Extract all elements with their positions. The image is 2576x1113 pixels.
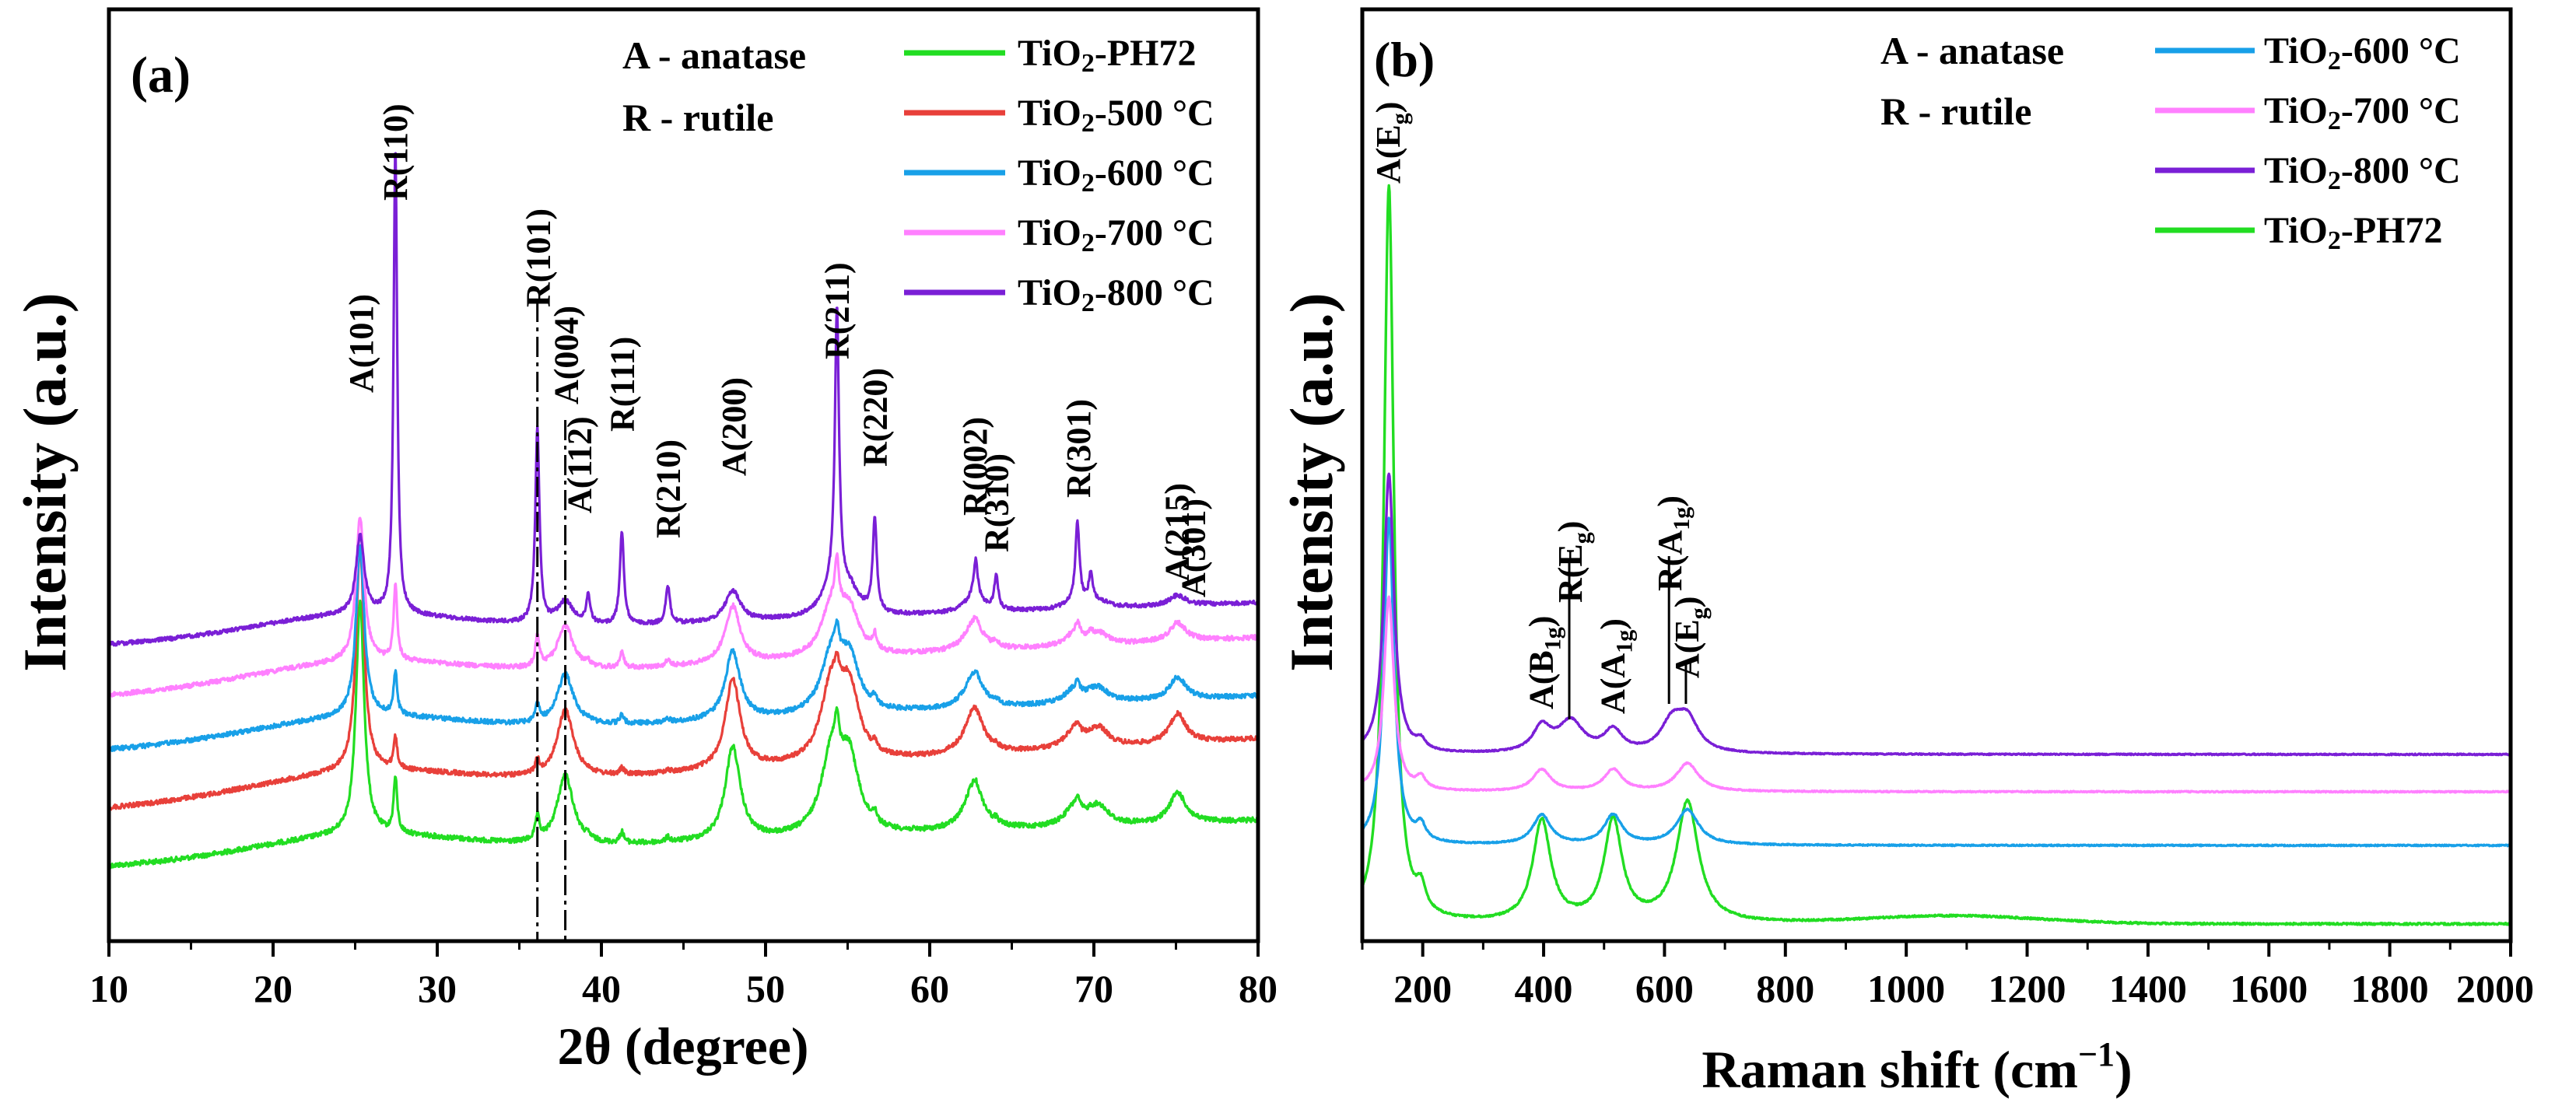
xrd-curves [107,152,1260,870]
xrd-peak-labels: A(101)R(110)R(101)A(004)A(112)R(111)R(21… [342,103,1213,597]
xrd-tick-label: 20 [254,967,293,1010]
xrd-peak-label: R(211) [818,262,857,359]
raman-tick-label: 1000 [1867,967,1945,1010]
raman-curve-0 [1361,516,2512,848]
raman-legend-3-label: TiO2-PH72 [2264,210,2442,255]
raman-curves [1361,184,2512,926]
xrd-peak-label: R(301) [1060,399,1098,498]
raman-legend-0-label: TiO2-600 °C [2264,30,2461,75]
xrd-panel-label: (a) [131,47,191,103]
xrd-legend-2-label: TiO2-600 °C [1018,152,1214,198]
xrd-panel: A(101)R(110)R(101)A(004)A(112)R(111)R(21… [11,7,1277,1076]
raman-phase-key-rutile: R - rutile [1880,89,2031,133]
raman-peak-label: A(Eg) [1369,102,1413,184]
xrd-phase-key-rutile: R - rutile [622,96,773,139]
raman-panel: A(Eg) A(B1g) R(Eg) A(A1g) R(A1g) A(Eg) 200 400… [1277,7,2534,1099]
raman-tick-label: 400 [1515,967,1573,1010]
xrd-tick-label: 30 [418,967,457,1010]
raman-x-axis-label-end: ) [2115,1040,2133,1099]
xrd-peak-label: A(112) [560,416,598,513]
xrd-reference-lines [536,302,567,941]
raman-tick-label: 1200 [1989,967,2066,1010]
xrd-tick-label: 60 [910,967,949,1010]
raman-peak-label: A(Eg) [1668,597,1712,678]
raman-legend: TiO2-600 °C TiO2-700 °C TiO2-800 °C TiO2-PH… [2155,30,2461,255]
raman-tick-label: 1600 [2230,967,2308,1010]
xrd-x-axis: 10 20 30 40 50 60 70 80 [89,941,1277,1010]
xrd-peak-label: A(200) [715,377,753,476]
xrd-curve-3 [107,516,1260,698]
xrd-curve-1 [107,544,1260,811]
xrd-legend: TiO2-PH72 TiO2-500 °C TiO2-600 °C TiO2-700 … [904,33,1214,317]
raman-legend-1-label: TiO2-700 °C [2264,90,2461,135]
raman-peak-labels: A(Eg) A(B1g) R(Eg) A(A1g) R(A1g) A(Eg) [1369,102,1712,719]
xrd-peak-label: R(220) [856,368,894,467]
xrd-legend-4-label: TiO2-800 °C [1018,272,1214,317]
raman-tick-label: 800 [1756,967,1814,1010]
xrd-peak-label: A(004) [548,306,586,404]
xrd-curve-4 [107,152,1260,647]
raman-plot-frame [1360,7,2513,943]
xrd-peak-label: R(110) [377,103,415,201]
raman-curve-2 [1361,472,2512,757]
xrd-curve-0 [107,599,1260,870]
raman-x-axis-label-sup: −1 [2078,1035,2115,1073]
raman-curve-3 [1361,184,2511,926]
xrd-phase-key-anatase: A - anatase [622,33,806,77]
raman-legend-2-label: TiO2-800 °C [2264,150,2461,195]
xrd-x-axis-label: 2θ (degree) [557,1017,808,1076]
raman-tick-label: 2000 [2456,967,2534,1010]
xrd-peak-label: R(210) [649,439,687,538]
raman-panel-label: (b) [1374,32,1435,87]
xrd-peak-label: A(101) [342,294,380,393]
xrd-legend-1-label: TiO2-500 °C [1018,93,1214,138]
xrd-tick-label: 50 [746,967,785,1010]
xrd-legend-3-label: TiO2-700 °C [1018,212,1214,257]
raman-peak-label: A(B1g) [1523,616,1566,709]
raman-peak-label: R(Eg) [1551,521,1595,603]
raman-x-axis-label-main: Raman shift (cm [1702,1040,2078,1099]
xrd-peak-label: R(101) [520,208,558,307]
raman-curve-1 [1361,595,2512,794]
xrd-peak-label: A(301) [1175,499,1213,597]
raman-peak-label: A(A1g) [1593,618,1637,714]
raman-tick-label: 1400 [2109,967,2187,1010]
xrd-tick-label: 40 [582,967,621,1010]
raman-x-axis: 200 400 600 800 1000 1200 1400 1600 1800 2000 [1361,941,2534,1010]
raman-x-axis-label: Raman shift (cm−1) [1702,1035,2132,1099]
xrd-tick-label: 80 [1239,967,1277,1010]
xrd-legend-0-label: TiO2-PH72 [1018,33,1196,78]
raman-tick-label: 200 [1393,967,1452,1010]
xrd-y-axis-label: Intensity (a.u.) [11,292,79,672]
xrd-peak-label: R(111) [603,337,641,432]
xrd-peak-label: A(215) [1158,483,1197,582]
xrd-tick-label: 10 [89,967,128,1010]
xrd-peak-label: R(002) [956,417,994,516]
xrd-peak-label: R(310) [977,453,1015,552]
xrd-tick-label: 70 [1074,967,1113,1010]
raman-phase-key-anatase: A - anatase [1880,29,2064,72]
xrd-curve-2 [108,544,1260,752]
raman-y-axis-label: Intensity (a.u.) [1277,292,1345,672]
raman-tick-label: 1800 [2351,967,2429,1010]
raman-peak-label: R(A1g) [1651,495,1695,591]
raman-tick-label: 600 [1635,967,1694,1010]
